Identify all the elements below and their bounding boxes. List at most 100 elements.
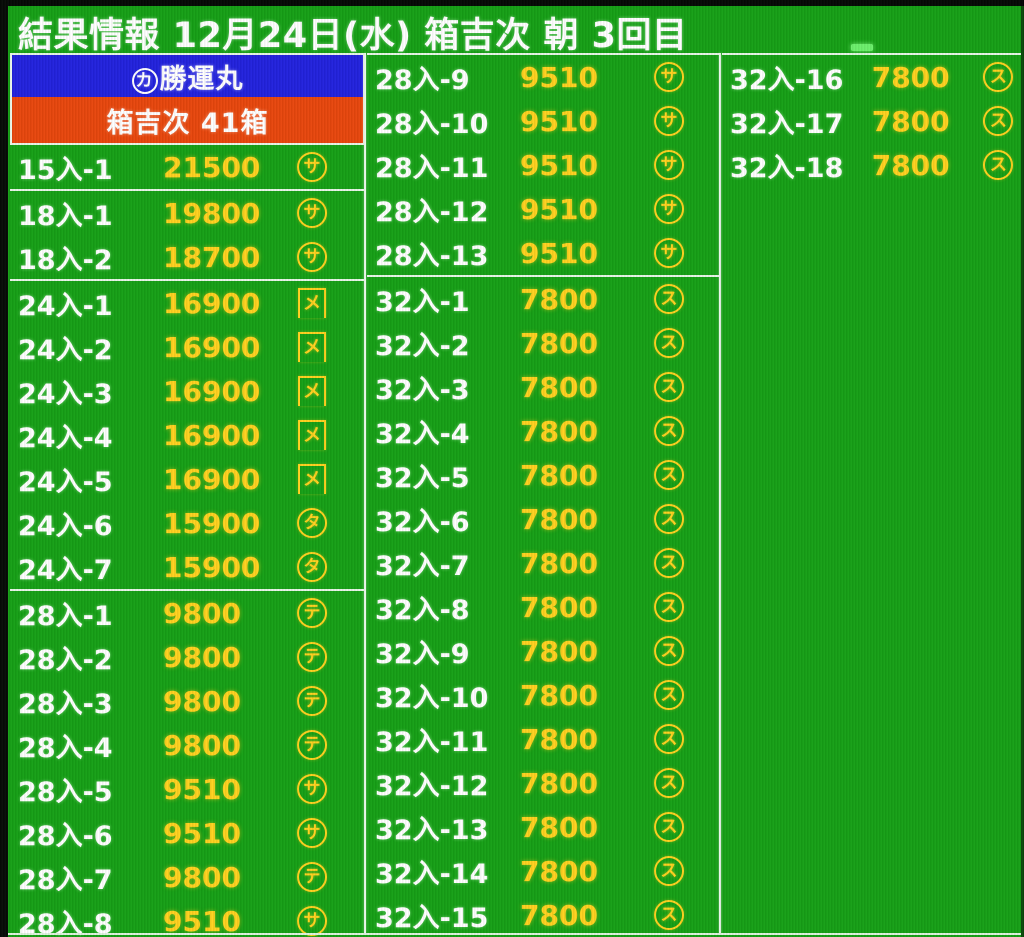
result-row[interactable]: 24入-2 16900 メ <box>10 325 365 369</box>
lot-label: 32入-15 <box>375 902 489 934</box>
price-value: 7800 <box>520 370 598 404</box>
boxed-kana-icon: メ <box>298 288 326 318</box>
result-row[interactable]: 28入-8 9510 サ <box>10 899 365 937</box>
lot-label: 32入-2 <box>375 330 470 362</box>
lot-label: 28入-10 <box>375 108 489 140</box>
result-row[interactable]: 32入-3 7800 ス <box>367 365 720 409</box>
lot-label: 24入-1 <box>18 290 113 322</box>
price-value: 7800 <box>520 546 598 580</box>
buyer-badge: ス <box>645 812 693 842</box>
bezel-right <box>1021 0 1024 937</box>
circled-kana-icon: サ <box>654 62 684 92</box>
lot-label: 28入-4 <box>18 732 113 764</box>
circled-kana-icon: サ <box>297 198 327 228</box>
lot-label: 28入-8 <box>18 908 113 937</box>
buyer-badge: サ <box>645 238 693 268</box>
result-row[interactable]: 28入-12 9510 サ <box>367 187 720 231</box>
buyer-badge: ス <box>976 150 1021 180</box>
result-row[interactable]: 32入-8 7800 ス <box>367 585 720 629</box>
result-group: 15入-1 21500 サ <box>10 143 365 189</box>
result-row[interactable]: 24入-7 15900 タ <box>10 545 365 589</box>
result-row[interactable]: 32入-11 7800 ス <box>367 717 720 761</box>
circled-kana-icon: ス <box>654 856 684 886</box>
circled-kana-icon: ス <box>654 680 684 710</box>
buyer-badge: メ <box>288 420 336 450</box>
buyer-badge: メ <box>288 332 336 362</box>
buyer-badge: テ <box>288 862 336 892</box>
result-row[interactable]: 32入-4 7800 ス <box>367 409 720 453</box>
results-body-2: 28入-9 9510 サ 28入-10 9510 サ 28入-11 9510 サ 28入-12 95… <box>367 53 720 937</box>
result-row[interactable]: 28入-2 9800 テ <box>10 635 365 679</box>
buyer-badge: サ <box>288 198 336 228</box>
results-column-1: カ勝運丸 箱吉次 41箱 15入-1 21500 サ 18入-1 19800 サ 18入-2… <box>10 53 365 937</box>
price-value: 7800 <box>520 898 598 932</box>
boxed-kana-icon: メ <box>298 464 326 494</box>
result-row[interactable]: 32入-15 7800 ス <box>367 893 720 937</box>
price-value: 7800 <box>520 458 598 492</box>
result-row[interactable]: 28入-1 9800 テ <box>10 591 365 635</box>
result-row[interactable]: 32入-17 7800 ス <box>722 99 1021 143</box>
result-row[interactable]: 28入-7 9800 テ <box>10 855 365 899</box>
result-row[interactable]: 24入-6 15900 タ <box>10 501 365 545</box>
result-row[interactable]: 32入-6 7800 ス <box>367 497 720 541</box>
lot-label: 18入-1 <box>18 200 113 232</box>
result-row[interactable]: 24入-1 16900 メ <box>10 281 365 325</box>
price-value: 9510 <box>520 192 598 226</box>
price-value: 9510 <box>520 60 598 94</box>
result-row[interactable]: 32入-13 7800 ス <box>367 805 720 849</box>
price-value: 9510 <box>520 148 598 182</box>
result-row[interactable]: 32入-2 7800 ス <box>367 321 720 365</box>
buyer-badge: サ <box>645 150 693 180</box>
result-row[interactable]: 28入-5 9510 サ <box>10 767 365 811</box>
price-value: 9510 <box>163 772 241 806</box>
buyer-badge: テ <box>288 686 336 716</box>
result-row[interactable]: 28入-11 9510 サ <box>367 143 720 187</box>
result-row[interactable]: 24入-5 16900 メ <box>10 457 365 501</box>
result-row[interactable]: 32入-10 7800 ス <box>367 673 720 717</box>
boxed-kana-icon: メ <box>298 332 326 362</box>
buyer-badge: ス <box>645 724 693 754</box>
result-row[interactable]: 32入-1 7800 ス <box>367 277 720 321</box>
circled-kana-icon: サ <box>654 238 684 268</box>
lot-label: 32入-16 <box>730 64 844 96</box>
column-separator-1 <box>364 53 366 933</box>
result-row[interactable]: 32入-7 7800 ス <box>367 541 720 585</box>
result-row[interactable]: 18入-1 19800 サ <box>10 191 365 235</box>
result-row[interactable]: 28入-10 9510 サ <box>367 99 720 143</box>
circled-kana-icon: ス <box>654 900 684 930</box>
bottom-rule <box>8 933 1021 935</box>
lot-label: 32入-13 <box>375 814 489 846</box>
result-row[interactable]: 28入-4 9800 テ <box>10 723 365 767</box>
lot-label: 32入-10 <box>375 682 489 714</box>
circled-kana-icon: ス <box>654 460 684 490</box>
result-row[interactable]: 15入-1 21500 サ <box>10 145 365 189</box>
price-value: 15900 <box>163 550 261 584</box>
lot-label: 24入-7 <box>18 554 113 586</box>
result-row[interactable]: 24入-3 16900 メ <box>10 369 365 413</box>
price-value: 16900 <box>163 286 261 320</box>
dealer-label: 箱吉次 41箱 <box>106 107 269 139</box>
result-row[interactable]: 28入-13 9510 サ <box>367 231 720 275</box>
result-row[interactable]: 18入-2 18700 サ <box>10 235 365 279</box>
circled-kana-icon: ス <box>983 150 1014 180</box>
result-row[interactable]: 32入-18 7800 ス <box>722 143 1021 187</box>
result-row[interactable]: 32入-5 7800 ス <box>367 453 720 497</box>
result-row[interactable]: 28入-3 9800 テ <box>10 679 365 723</box>
circled-kana-icon: タ <box>297 508 327 538</box>
lot-label: 32入-18 <box>730 152 844 184</box>
buyer-badge: メ <box>288 376 336 406</box>
lot-label: 28入-11 <box>375 152 489 184</box>
result-row[interactable]: 32入-16 7800 ス <box>722 55 1021 99</box>
result-row[interactable]: 24入-4 16900 メ <box>10 413 365 457</box>
buyer-badge: ス <box>645 592 693 622</box>
buyer-badge: サ <box>645 194 693 224</box>
result-group: 28入-1 9800 テ 28入-2 9800 テ 28入-3 9800 テ 28入-4 9800 テ… <box>10 589 365 937</box>
result-row[interactable]: 32入-14 7800 ス <box>367 849 720 893</box>
buyer-badge: サ <box>645 62 693 92</box>
result-row[interactable]: 28入-6 9510 サ <box>10 811 365 855</box>
price-value: 16900 <box>163 374 261 408</box>
result-row[interactable]: 28入-9 9510 サ <box>367 55 720 99</box>
result-row[interactable]: 32入-12 7800 ス <box>367 761 720 805</box>
result-row[interactable]: 32入-9 7800 ス <box>367 629 720 673</box>
result-group: 32入-1 7800 ス 32入-2 7800 ス 32入-3 7800 ス 32入-4 7800 ス… <box>367 275 720 937</box>
